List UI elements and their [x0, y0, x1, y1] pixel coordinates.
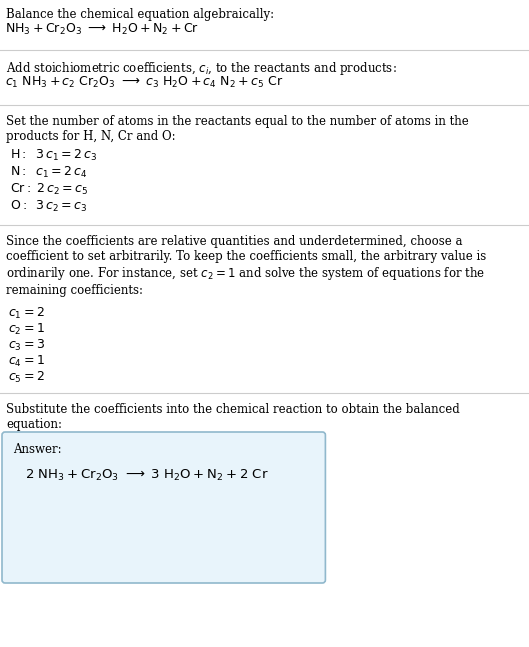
Text: Set the number of atoms in the reactants equal to the number of atoms in the
pro: Set the number of atoms in the reactants… [6, 115, 469, 143]
Text: $c_4 = 1$: $c_4 = 1$ [8, 354, 45, 369]
Text: $\mathrm{Cr{:}\;} 2\,c_2 = c_5$: $\mathrm{Cr{:}\;} 2\,c_2 = c_5$ [10, 182, 88, 197]
FancyBboxPatch shape [2, 432, 325, 583]
Text: $c_5 = 2$: $c_5 = 2$ [8, 370, 45, 385]
Text: $2\ \mathrm{NH_3} + \mathrm{Cr_2O_3}\ \longrightarrow\ 3\ \mathrm{H_2O} + \mathr: $2\ \mathrm{NH_3} + \mathrm{Cr_2O_3}\ \l… [25, 468, 269, 483]
Text: Balance the chemical equation algebraically:: Balance the chemical equation algebraica… [6, 8, 274, 21]
Text: $\mathrm{NH_3 + Cr_2O_3 \ \longrightarrow \ H_2O + N_2 + Cr}$: $\mathrm{NH_3 + Cr_2O_3 \ \longrightarro… [5, 22, 199, 37]
Text: $c_1 = 2$: $c_1 = 2$ [8, 306, 45, 321]
Text: Answer:: Answer: [13, 443, 61, 456]
Text: $\mathrm{N{:}\;\;} c_1 = 2\,c_4$: $\mathrm{N{:}\;\;} c_1 = 2\,c_4$ [10, 165, 87, 180]
Text: Substitute the coefficients into the chemical reaction to obtain the balanced
eq: Substitute the coefficients into the che… [6, 403, 460, 431]
Text: $c_2 = 1$: $c_2 = 1$ [8, 322, 45, 337]
Text: Add stoichiometric coefficients, $c_i$, to the reactants and products:: Add stoichiometric coefficients, $c_i$, … [6, 60, 397, 77]
Text: $c_3 = 3$: $c_3 = 3$ [8, 338, 45, 353]
Text: $c_1\ \mathrm{NH_3} + c_2\ \mathrm{Cr_2O_3}\ \longrightarrow\ c_3\ \mathrm{H_2O}: $c_1\ \mathrm{NH_3} + c_2\ \mathrm{Cr_2O… [5, 75, 284, 90]
Text: $\mathrm{H{:}\;\;} 3\,c_1 = 2\,c_3$: $\mathrm{H{:}\;\;} 3\,c_1 = 2\,c_3$ [10, 148, 97, 163]
Text: $\mathrm{O{:}\;\;} 3\,c_2 = c_3$: $\mathrm{O{:}\;\;} 3\,c_2 = c_3$ [10, 199, 87, 214]
Text: Since the coefficients are relative quantities and underdetermined, choose a
coe: Since the coefficients are relative quan… [6, 235, 486, 298]
